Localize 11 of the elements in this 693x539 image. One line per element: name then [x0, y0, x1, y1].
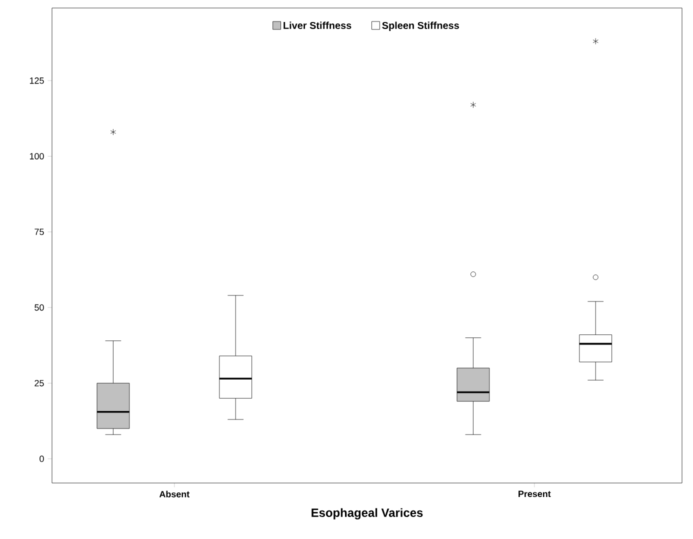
y-tick-label: 75	[34, 228, 44, 236]
x-axis-title: Esophageal Varices	[312, 508, 423, 520]
x-tick-label: Present	[518, 490, 551, 498]
y-tick-label: 0	[40, 456, 44, 462]
y-tick-label: 50	[34, 304, 44, 311]
y-tick-label: 25	[34, 380, 44, 386]
x-tick-label: Absent	[159, 490, 190, 498]
y-tick-label: 100	[30, 153, 44, 160]
legend-label: Liver Stiffness	[284, 22, 352, 29]
legend-label: Spleen Stiffness	[382, 22, 459, 31]
y-tick-label: 125	[30, 77, 44, 84]
